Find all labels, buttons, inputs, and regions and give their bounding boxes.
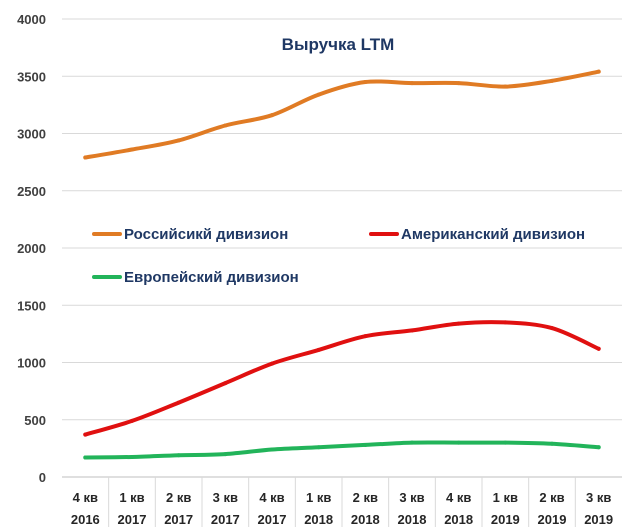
x-tick-label: 4 кв xyxy=(73,490,98,505)
x-tick-label-year: 2019 xyxy=(538,512,567,527)
y-tick-label: 1500 xyxy=(17,298,46,313)
x-tick-label: 3 кв xyxy=(586,490,611,505)
data-point-european xyxy=(410,440,414,445)
x-tick-label: 3 кв xyxy=(399,490,424,505)
x-tick-label: 1 кв xyxy=(493,490,518,505)
x-tick-label-year: 2017 xyxy=(164,512,193,527)
x-tick-label: 1 кв xyxy=(119,490,144,505)
data-point-american xyxy=(410,328,414,333)
y-tick-label: 2000 xyxy=(17,241,46,256)
gridlines xyxy=(62,18,622,478)
data-point-european xyxy=(270,447,274,452)
x-tick-label: 4 кв xyxy=(446,490,471,505)
x-tick-label: 2 кв xyxy=(353,490,378,505)
x-tick-label: 3 кв xyxy=(213,490,238,505)
x-tick-label-year: 2018 xyxy=(444,512,473,527)
data-point-european xyxy=(363,442,368,447)
y-tick-label: 500 xyxy=(24,413,46,428)
data-point-american xyxy=(503,320,508,325)
x-tick-label-year: 2017 xyxy=(211,512,240,527)
data-point-american xyxy=(83,432,88,437)
series-line-american xyxy=(83,320,601,437)
legend-label: Российсикй дивизион xyxy=(124,226,288,243)
data-point-russian xyxy=(223,123,228,128)
data-point-european xyxy=(503,440,508,445)
data-point-russian xyxy=(270,113,274,118)
x-tick-label-year: 2018 xyxy=(398,512,427,527)
data-point-russian xyxy=(456,81,461,86)
legend-item-american: Американский дивизион xyxy=(369,226,585,243)
x-tick-label: 1 кв xyxy=(306,490,331,505)
legend-item-european: Европейский дивизион xyxy=(92,269,299,286)
x-tick-label-year: 2018 xyxy=(304,512,333,527)
data-point-european xyxy=(596,445,601,450)
data-point-european xyxy=(316,445,321,450)
legend-label: Европейский дивизион xyxy=(124,269,299,286)
data-point-russian xyxy=(363,79,368,84)
data-point-american xyxy=(456,321,461,326)
x-tick-label-year: 2017 xyxy=(118,512,147,527)
data-point-american xyxy=(223,381,228,386)
data-point-european xyxy=(83,455,88,460)
data-point-american xyxy=(550,326,554,331)
x-tick-label-year: 2016 xyxy=(71,512,100,527)
data-point-russian xyxy=(503,84,508,89)
x-tick-label: 4 кв xyxy=(259,490,284,505)
y-tick-label: 4000 xyxy=(17,12,46,27)
data-point-russian xyxy=(316,92,321,97)
data-point-american xyxy=(176,400,181,405)
legend: Российсикй дивизион Американский дивизион… xyxy=(92,226,585,286)
data-point-american xyxy=(270,361,274,366)
data-point-russian xyxy=(176,138,181,143)
series-line-russian xyxy=(83,69,601,160)
data-point-european xyxy=(456,440,461,445)
x-tick-label-year: 2017 xyxy=(258,512,287,527)
legend-item-russian: Российсикй дивизион xyxy=(92,226,288,243)
data-point-american xyxy=(596,346,601,351)
x-tick-label-year: 2019 xyxy=(584,512,613,527)
data-point-european xyxy=(550,441,554,446)
y-tick-label: 2500 xyxy=(17,184,46,199)
data-point-european xyxy=(176,453,181,458)
legend-label: Американский дивизион xyxy=(401,226,585,243)
data-point-russian xyxy=(130,147,134,152)
series-lines xyxy=(83,69,601,460)
data-point-american xyxy=(316,347,321,352)
data-point-russian xyxy=(83,155,88,160)
x-tick-label-year: 2019 xyxy=(491,512,520,527)
x-axis-ticks: 4 кв 2016 1 кв 2017 2 кв 2017 3 кв 2017 4 кв 2017… xyxy=(71,477,613,527)
y-axis-ticks: 0 500 1000 1500 2000 2500 3000 3500 4000 xyxy=(17,12,46,485)
data-point-european xyxy=(223,452,228,457)
x-tick-label: 2 кв xyxy=(539,490,564,505)
x-tick-label: 2 кв xyxy=(166,490,191,505)
data-point-russian xyxy=(596,69,601,74)
y-tick-label: 0 xyxy=(39,470,46,485)
y-tick-label: 3500 xyxy=(17,69,46,84)
data-point-russian xyxy=(410,81,414,86)
chart-title: Выручка LTM xyxy=(282,35,395,54)
x-tick-label-year: 2018 xyxy=(351,512,380,527)
y-tick-label: 3000 xyxy=(17,127,46,142)
series-line-european xyxy=(83,440,601,460)
data-point-american xyxy=(130,418,134,423)
data-point-american xyxy=(363,334,368,339)
y-tick-label: 1000 xyxy=(17,356,46,371)
data-point-russian xyxy=(550,78,554,83)
data-point-european xyxy=(130,454,134,459)
